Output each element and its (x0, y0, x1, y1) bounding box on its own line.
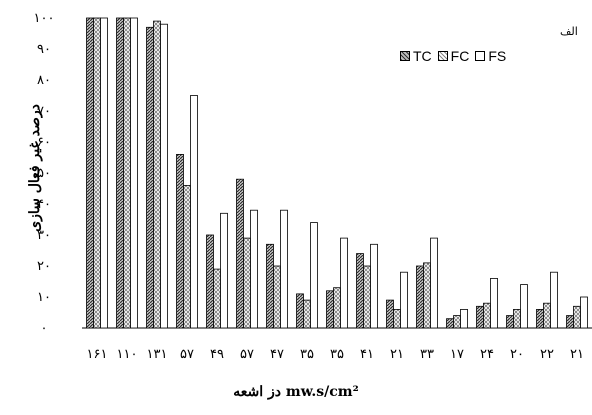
legend-label-tc: TC (413, 48, 432, 64)
x-axis-label: دز اشعه mw.s/cm² (233, 384, 359, 400)
bar-fs-10 (400, 271, 408, 329)
bar-fc-10 (393, 308, 401, 329)
x-tick-label: ۲۱ (390, 347, 404, 362)
bar-tc-4 (206, 234, 214, 329)
bar-fs-16 (580, 296, 588, 329)
bar-fs-13 (490, 277, 498, 329)
x-tick-label: ۲۴ (480, 347, 494, 362)
y-axis-label: درصد غیر فعال سازی (27, 104, 43, 232)
legend-item-tc: TC (400, 48, 432, 64)
bar-fs-4 (220, 212, 228, 329)
bar-tc-11 (416, 265, 424, 329)
y-tick-label: ۰ (41, 321, 48, 336)
bar-tc-1 (116, 17, 124, 329)
bar-tc-5 (236, 178, 244, 329)
bar-tc-8 (326, 290, 334, 329)
x-tick-label: ۱۷ (450, 347, 464, 362)
bar-tc-12 (446, 318, 454, 329)
y-tick-label: ۷۰ (37, 104, 51, 119)
bar-fs-1 (130, 17, 138, 329)
x-tick-label: ۳۳ (420, 347, 434, 362)
bar-fs-8 (340, 237, 348, 329)
y-tick-label: ۹۰ (37, 42, 51, 57)
x-tick-label: ۴۱ (360, 347, 374, 362)
bar-tc-7 (296, 293, 304, 329)
legend-item-fc: FC (437, 48, 470, 64)
y-tick-label: ۱۰ (37, 290, 51, 305)
bar-fc-4 (213, 268, 221, 329)
bar-fs-3 (190, 95, 198, 329)
bar-fs-5 (250, 209, 258, 329)
bar-fc-11 (423, 262, 431, 329)
x-tick-label: ۴۹ (210, 347, 224, 362)
bar-tc-14 (506, 315, 514, 329)
legend-swatch-fc (437, 51, 448, 61)
bar-fc-15 (543, 302, 551, 329)
bar-fc-12 (453, 315, 461, 329)
y-tick-label: ۶۰ (37, 135, 51, 150)
y-tick-label: ۱۰۰ (34, 11, 55, 26)
legend-swatch-tc (400, 51, 410, 61)
bar-fs-0 (100, 17, 108, 329)
bar-fs-2 (160, 23, 168, 329)
x-tick-label: ۵۷ (240, 347, 254, 362)
bar-tc-15 (536, 308, 544, 329)
legend: TC FC FS (400, 48, 506, 64)
x-tick-label: ۵۷ (180, 347, 194, 362)
y-tick-label: ۵۰ (37, 166, 51, 181)
y-tick-label: ۸۰ (37, 73, 51, 88)
bar-tc-3 (176, 153, 184, 329)
x-tick-label: ۱۶۱ (87, 347, 108, 362)
bar-fc-14 (513, 308, 521, 329)
bar-fc-3 (183, 184, 191, 329)
bar-fs-15 (550, 271, 558, 329)
bar-fc-16 (573, 305, 581, 329)
bar-fc-5 (243, 237, 251, 329)
bar-tc-13 (476, 305, 484, 329)
bar-fc-9 (363, 265, 371, 329)
x-tick-label: ۲۰ (510, 347, 524, 362)
bar-fs-12 (460, 308, 468, 329)
bar-fc-6 (273, 265, 281, 329)
y-tick-label: ۴۰ (37, 197, 51, 212)
legend-label-fs: FS (488, 48, 507, 64)
bar-fc-0 (93, 17, 101, 329)
x-tick-label: ۴۷ (270, 347, 284, 362)
bar-fs-6 (280, 209, 288, 329)
legend-label-fc: FC (450, 48, 470, 64)
bar-fc-8 (333, 287, 341, 329)
x-tick-label: ۳۵ (330, 347, 344, 362)
bar-fc-1 (123, 17, 131, 329)
bar-tc-16 (566, 315, 574, 329)
x-tick-label: ۲۲ (540, 347, 554, 362)
x-tick-label: ۳۵ (300, 347, 314, 362)
y-tick-label: ۳۰ (37, 228, 51, 243)
bar-fs-14 (520, 284, 528, 329)
y-tick-label: ۲۰ (37, 259, 51, 274)
bar-tc-0 (86, 17, 94, 329)
x-tick-label: ۲۱ (570, 347, 584, 362)
bar-fc-7 (303, 299, 311, 329)
bar-tc-6 (266, 243, 274, 329)
legend-swatch-fs (475, 51, 486, 61)
bar-fs-7 (310, 222, 318, 329)
bar-fs-9 (370, 243, 378, 329)
bar-tc-9 (356, 253, 364, 329)
x-tick-label: ۱۱۰ (117, 347, 138, 362)
bar-fc-2 (153, 20, 161, 329)
bar-tc-10 (386, 299, 394, 329)
bar-fc-13 (483, 302, 491, 329)
legend-item-fs: FS (475, 48, 506, 64)
x-tick-label: ۱۳۱ (147, 347, 168, 362)
bar-fs-11 (430, 237, 438, 329)
bar-tc-2 (146, 26, 154, 329)
panel-tag: الف (560, 25, 578, 38)
